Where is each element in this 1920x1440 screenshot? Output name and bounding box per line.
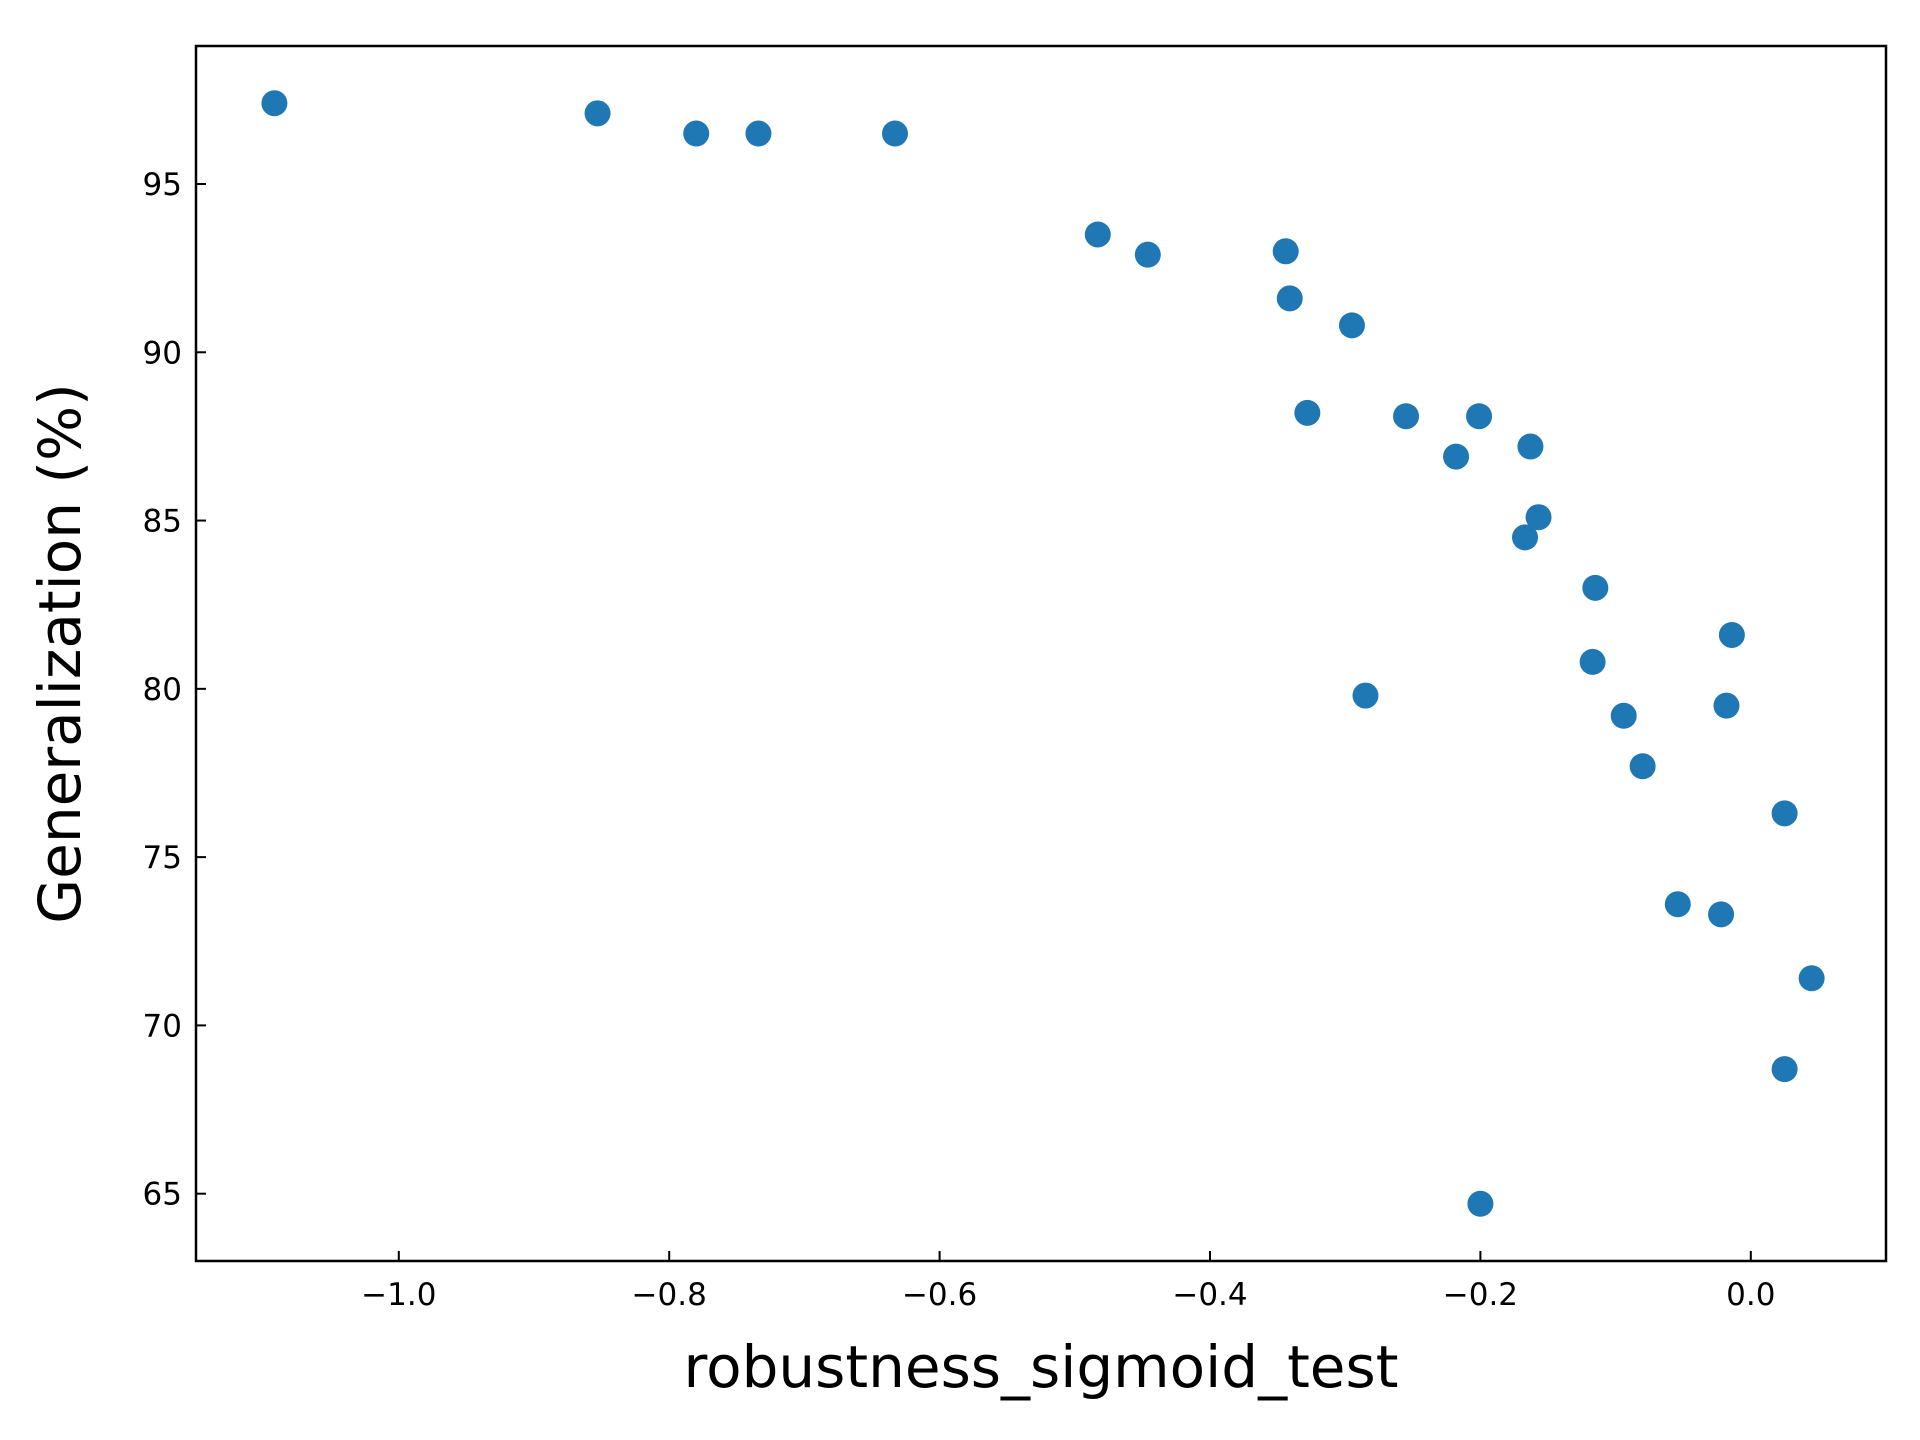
data-point — [1610, 702, 1637, 729]
y-tick-label: 90 — [143, 335, 182, 371]
data-point — [261, 90, 288, 117]
data-point — [683, 120, 710, 147]
x-axis-label: robustness_sigmoid_test — [684, 1333, 1399, 1401]
data-point — [1713, 692, 1740, 719]
data-point — [1664, 891, 1691, 918]
x-tick-label: −1.0 — [361, 1277, 436, 1313]
y-tick-label: 65 — [143, 1177, 182, 1213]
data-point — [1294, 399, 1321, 426]
y-tick-label: 95 — [143, 167, 182, 203]
data-point — [1582, 574, 1609, 601]
data-point — [1708, 901, 1735, 928]
data-point — [745, 120, 772, 147]
data-point — [1798, 965, 1825, 992]
x-tick-label: −0.4 — [1172, 1277, 1247, 1313]
y-tick-label: 75 — [143, 840, 182, 876]
data-point — [1771, 800, 1798, 827]
data-points — [261, 90, 1825, 1217]
data-point — [1771, 1056, 1798, 1083]
y-tick-label: 85 — [143, 504, 182, 540]
y-axis-label: Generalization (%) — [26, 383, 94, 924]
data-point — [1272, 238, 1299, 265]
data-point — [1338, 312, 1365, 339]
data-point — [1629, 753, 1656, 780]
x-tick-label: −0.2 — [1443, 1277, 1518, 1313]
data-point — [1134, 241, 1161, 268]
y-tick-label: 80 — [143, 672, 182, 708]
data-point — [881, 120, 908, 147]
data-point — [584, 100, 611, 127]
data-point — [1718, 621, 1745, 648]
data-point — [1579, 648, 1606, 675]
data-point — [1393, 403, 1420, 430]
data-point — [1352, 682, 1379, 709]
data-point — [1276, 285, 1303, 312]
data-point — [1467, 1190, 1494, 1217]
x-tick-label: −0.8 — [632, 1277, 707, 1313]
data-point — [1443, 443, 1470, 470]
data-point — [1084, 221, 1111, 248]
plot-area-frame — [194, 44, 1888, 1263]
y-tick-label: 70 — [143, 1008, 182, 1044]
data-point — [1466, 403, 1493, 430]
data-point — [1525, 504, 1552, 531]
data-point — [1517, 433, 1544, 460]
y-axis-ticks: 65 70 75 80 85 90 95 — [143, 167, 206, 1213]
x-tick-label: 0.0 — [1726, 1277, 1775, 1313]
data-point — [1512, 524, 1539, 551]
x-axis-ticks: −1.0 −0.8 −0.6 −0.4 −0.2 0.0 — [361, 1251, 1775, 1313]
x-tick-label: −0.6 — [902, 1277, 977, 1313]
